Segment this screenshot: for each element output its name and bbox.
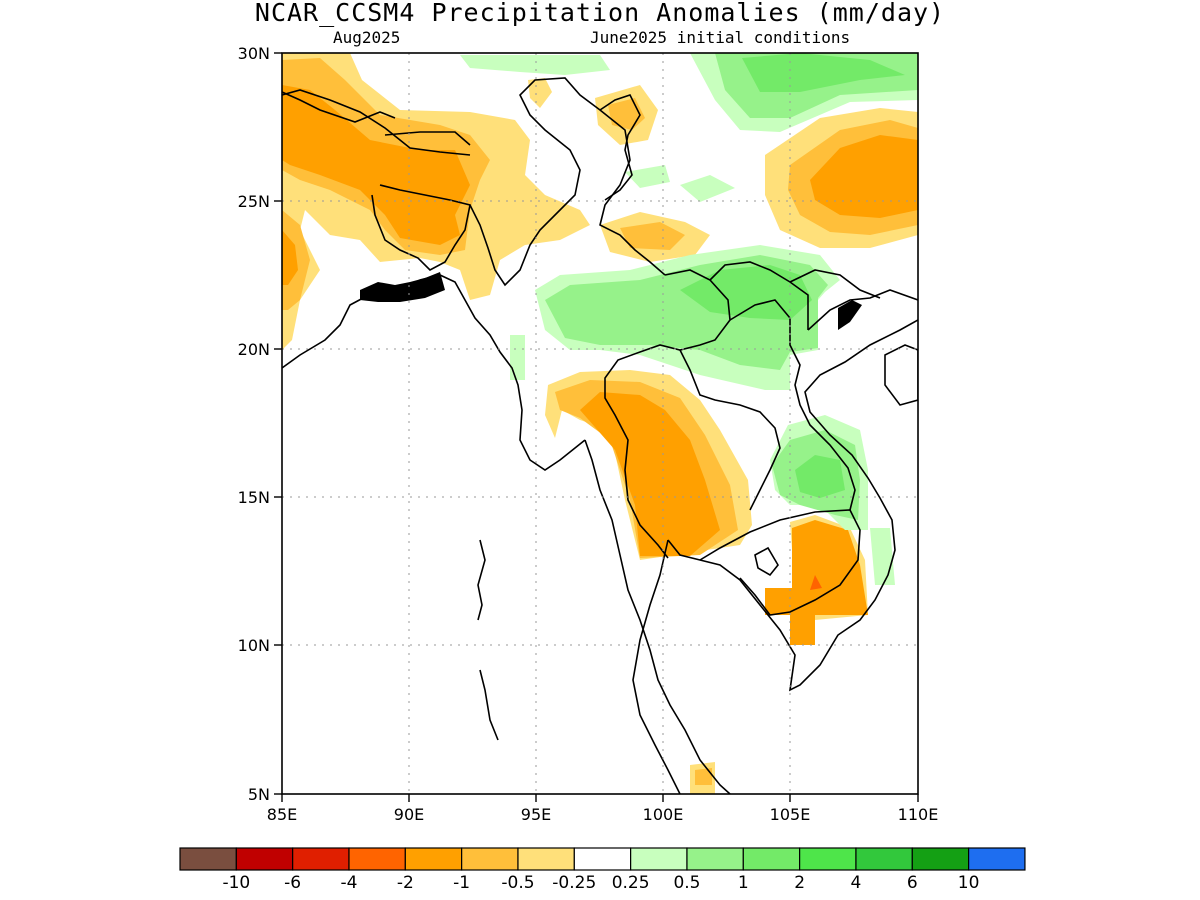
border-myanmar-laos-thailand	[604, 269, 731, 559]
gulf-of-tonkin-islands	[838, 300, 862, 330]
colorbar-labels: -10 -6 -4 -2 -1 -0.5 -0.25 0.25 0.5 1 2 4 6 10	[222, 873, 979, 893]
colorbar-swatch	[799, 847, 857, 871]
coastline-hainan	[884, 344, 918, 406]
colorbar-label: -0.5	[501, 873, 534, 893]
dry-anomaly-cambodia-spot	[810, 575, 822, 590]
colorbar-swatch	[911, 847, 970, 871]
coastline-andaman-islands	[477, 539, 486, 621]
colorbar-swatch	[517, 847, 575, 871]
dry-anomaly-small-north	[528, 78, 552, 108]
x-tick-label: 105E	[770, 805, 811, 824]
gridlines	[282, 53, 918, 794]
wet-anomaly-north-small	[460, 55, 610, 75]
border-nepal-china	[282, 91, 396, 123]
colorbar-label: 2	[794, 873, 805, 893]
colorbar-swatch	[630, 847, 688, 871]
colorbar-label: -1	[453, 873, 470, 893]
coastline-gulf-of-thailand	[667, 319, 918, 692]
initial-conditions-label: June2025 initial conditions	[590, 28, 851, 47]
colorbar-swatch	[686, 847, 744, 871]
border-thailand-laos	[679, 349, 781, 511]
delta-coast-fill	[360, 272, 862, 330]
x-tick-label: 85E	[267, 805, 297, 824]
colorbar-swatch	[235, 847, 294, 871]
y-tick-label: 10N	[238, 636, 270, 655]
colorbar-swatch	[855, 847, 913, 871]
wet-anomaly-west-strip	[510, 335, 525, 380]
colorbar-label: 6	[907, 873, 918, 893]
coastline-bay-of-bengal	[282, 274, 586, 471]
border-laos-china	[709, 261, 809, 330]
colorbar-label: 10	[958, 873, 980, 893]
colorbar-swatch	[404, 847, 463, 871]
y-tick-label: 20N	[238, 340, 270, 359]
forecast-month-label: Aug2025	[333, 28, 401, 47]
wet-anomaly-small-1	[625, 165, 670, 188]
y-tick-labels: 5N 10N 15N 20N 25N 30N	[238, 44, 270, 804]
colorbar-swatch	[348, 847, 406, 871]
colorbar-label: -2	[397, 873, 414, 893]
y-tick-label: 5N	[248, 785, 270, 804]
dry-anomaly-central-core	[620, 222, 685, 250]
axis-ticks	[274, 52, 919, 802]
wet-anomaly-southwest-china-core	[742, 53, 905, 92]
chart-title: NCAR_CCSM4 Precipitation Anomalies (mm/d…	[254, 0, 946, 27]
border-bhutan	[384, 131, 471, 146]
lake-tonle-sap	[754, 546, 779, 577]
colorbar-label: 0.5	[673, 873, 700, 893]
colorbar-swatch	[292, 847, 350, 871]
x-tick-labels: 85E 90E 95E 100E 105E 110E	[267, 805, 939, 824]
dry-anomaly-core-northwest-2	[282, 85, 470, 245]
colorbar-label: 0.25	[612, 873, 650, 893]
border-myanmar-china	[599, 94, 641, 201]
wet-anomaly-small-2	[680, 175, 735, 202]
x-tick-label: 95E	[521, 805, 551, 824]
colorbar-label: 1	[738, 873, 749, 893]
y-tick-label: 15N	[238, 488, 270, 507]
colorbar	[179, 847, 1026, 871]
x-tick-label: 110E	[898, 805, 939, 824]
x-tick-label: 90E	[394, 805, 424, 824]
dry-anomaly-west-edge-core	[282, 230, 298, 285]
border-cambodia	[699, 509, 861, 616]
colorbar-swatch	[968, 847, 1026, 871]
dry-anomaly-malay-core	[695, 768, 712, 785]
coastline-myanmar-south	[584, 439, 731, 794]
colorbar-label: -6	[284, 873, 301, 893]
colorbar-swatch	[461, 847, 519, 871]
wet-anomaly-vietnam-coast	[870, 528, 895, 585]
colorbar-label: -4	[341, 873, 358, 893]
coastline-south-china	[807, 289, 918, 331]
colorbar-label: -0.25	[552, 873, 596, 893]
y-tick-label: 30N	[238, 44, 270, 63]
border-india-myanmar	[469, 77, 666, 287]
colorbar-swatch	[179, 847, 237, 871]
colorbar-swatch	[742, 847, 801, 871]
colorbar-label: 4	[851, 873, 862, 893]
border-vietnam-china	[789, 269, 881, 299]
y-tick-label: 25N	[238, 192, 270, 211]
wet-anomaly-laos-core	[680, 265, 812, 320]
dry-anomaly-south-china-core	[810, 135, 918, 218]
ganges-delta	[360, 272, 445, 302]
anomaly-shading	[282, 53, 918, 794]
colorbar-swatch	[573, 847, 632, 871]
border-bangladesh	[371, 184, 471, 271]
colorbar-label: -10	[222, 873, 250, 893]
border-india-nepal	[282, 89, 471, 156]
dry-anomaly-thailand-core	[580, 392, 720, 556]
coastline-nicobar-islands	[479, 669, 499, 741]
country-borders	[282, 77, 918, 794]
map-frame	[281, 52, 919, 795]
x-tick-label: 100E	[643, 805, 684, 824]
wet-anomaly-vietnam-core	[795, 455, 845, 498]
coastline-thai-peninsula-west	[632, 539, 681, 794]
border-laos-vietnam	[729, 299, 856, 511]
